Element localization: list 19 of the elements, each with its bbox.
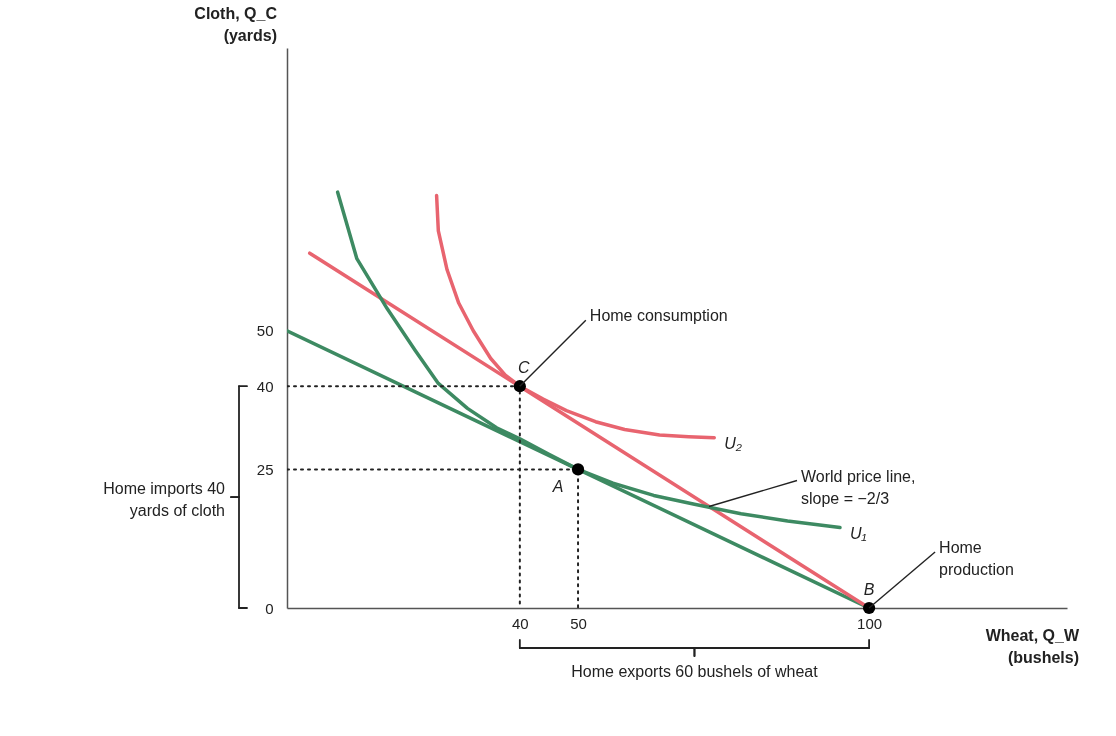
text: Home exports 60 bushels of wheat [571, 663, 819, 680]
annotation: Home production [939, 539, 1014, 578]
annotation: World price line, slope = −2/3 [801, 467, 916, 507]
text: Home imports 40 yards of cloth [103, 480, 226, 520]
y-tick-label: 40 [256, 377, 274, 395]
annotation: C [518, 359, 531, 377]
y-tick-label: 25 [256, 460, 274, 478]
x-tick-label: 50 [570, 614, 587, 632]
x-tick-label: 40 [511, 614, 529, 632]
x-axis-title: Wheat, Q_W (bushels) [985, 627, 1080, 666]
annotation: B [863, 581, 875, 598]
y-axis-title: Cloth, Q_C (yards) [194, 5, 278, 44]
series-label: U₁ [849, 524, 867, 542]
annotation: A [551, 478, 564, 496]
y-tick-label: 0 [265, 599, 274, 617]
y-tick-label: 50 [256, 322, 274, 340]
annotation: Home consumption [589, 307, 728, 325]
series-label: U₂ [724, 434, 742, 452]
x-tick-label: 100 [857, 614, 883, 632]
